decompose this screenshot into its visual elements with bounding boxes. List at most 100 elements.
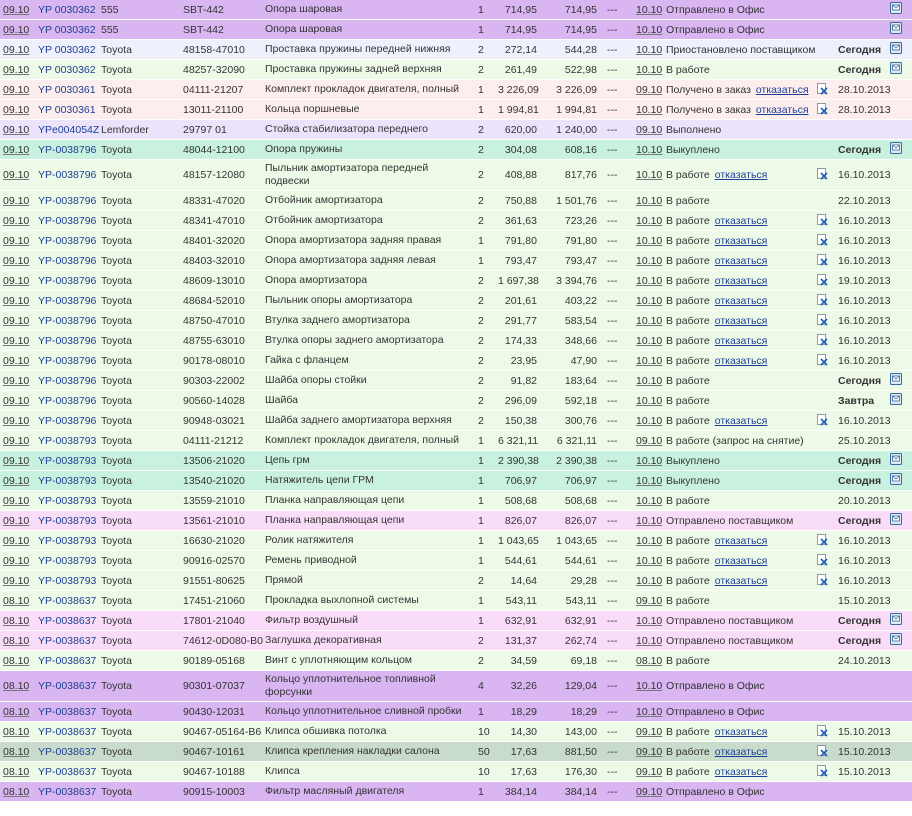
message-icon[interactable]	[890, 22, 902, 34]
message-icon[interactable]	[890, 453, 902, 465]
message-icon[interactable]	[890, 373, 902, 385]
status-date[interactable]: 10.10	[636, 254, 663, 267]
status-date[interactable]: 10.10	[636, 3, 663, 16]
message-icon[interactable]	[890, 42, 902, 54]
cancel-icon[interactable]	[816, 168, 828, 180]
cancel-link[interactable]: отказаться	[714, 254, 768, 267]
cancel-icon[interactable]	[816, 333, 828, 346]
order-date[interactable]: 09.10	[3, 83, 30, 96]
status-date[interactable]: 10.10	[636, 43, 663, 56]
cancel-icon[interactable]	[816, 213, 828, 226]
status-date[interactable]: 09.10	[636, 594, 663, 607]
cancel-link[interactable]: отказаться	[755, 103, 809, 116]
order-date[interactable]: 08.10	[3, 680, 30, 692]
cancel-link[interactable]: отказаться	[714, 745, 768, 758]
order-date[interactable]: 09.10	[3, 294, 30, 307]
cancel-icon[interactable]	[816, 102, 828, 115]
cancel-icon[interactable]	[816, 253, 828, 266]
status-date[interactable]: 10.10	[636, 614, 663, 627]
cancel-icon[interactable]	[816, 413, 828, 426]
status-date[interactable]: 10.10	[636, 63, 663, 76]
status-date[interactable]: 09.10	[636, 765, 663, 778]
cancel-icon[interactable]	[816, 573, 828, 586]
status-date[interactable]: 10.10	[636, 414, 663, 427]
order-date[interactable]: 08.10	[3, 594, 30, 607]
cancel-icon[interactable]	[816, 764, 828, 777]
message-icon[interactable]	[890, 613, 902, 625]
order-date[interactable]: 08.10	[3, 634, 30, 647]
order-date[interactable]: 09.10	[3, 454, 30, 467]
status-date[interactable]: 10.10	[636, 294, 663, 307]
message-icon[interactable]	[890, 142, 902, 154]
order-date[interactable]: 08.10	[3, 654, 30, 667]
order-date[interactable]: 09.10	[3, 143, 30, 156]
cancel-link[interactable]: отказаться	[714, 169, 768, 181]
order-date[interactable]: 09.10	[3, 474, 30, 487]
cancel-link[interactable]: отказаться	[755, 83, 809, 96]
message-icon[interactable]	[890, 473, 902, 485]
message-icon[interactable]	[890, 62, 902, 74]
order-date[interactable]: 09.10	[3, 123, 30, 136]
cancel-link[interactable]: отказаться	[714, 274, 768, 287]
status-date[interactable]: 10.10	[636, 454, 663, 467]
order-date[interactable]: 09.10	[3, 414, 30, 427]
status-date[interactable]: 09.10	[636, 123, 663, 136]
order-date[interactable]: 08.10	[3, 745, 30, 758]
cancel-icon[interactable]	[816, 353, 828, 366]
cancel-link[interactable]: отказаться	[714, 234, 768, 247]
message-icon[interactable]	[890, 2, 902, 14]
status-date[interactable]: 10.10	[636, 354, 663, 367]
status-date[interactable]: 10.10	[636, 234, 663, 247]
order-date[interactable]: 09.10	[3, 434, 30, 447]
message-icon[interactable]	[890, 513, 902, 525]
status-date[interactable]: 09.10	[636, 83, 663, 96]
status-date[interactable]: 10.10	[636, 314, 663, 327]
status-date[interactable]: 10.10	[636, 23, 663, 36]
status-date[interactable]: 10.10	[636, 374, 663, 387]
cancel-icon[interactable]	[816, 744, 828, 757]
status-date[interactable]: 10.10	[636, 514, 663, 527]
status-date[interactable]: 10.10	[636, 634, 663, 647]
order-date[interactable]: 09.10	[3, 534, 30, 547]
status-date[interactable]: 10.10	[636, 394, 663, 407]
cancel-icon[interactable]	[816, 724, 828, 737]
status-date[interactable]: 10.10	[636, 574, 663, 587]
cancel-icon[interactable]	[816, 533, 828, 546]
order-date[interactable]: 09.10	[3, 234, 30, 247]
order-date[interactable]: 09.10	[3, 254, 30, 267]
cancel-link[interactable]: отказаться	[714, 574, 768, 587]
order-date[interactable]: 08.10	[3, 614, 30, 627]
status-date[interactable]: 10.10	[636, 194, 663, 207]
cancel-link[interactable]: отказаться	[714, 725, 768, 738]
status-date[interactable]: 09.10	[636, 434, 663, 447]
order-date[interactable]: 09.10	[3, 374, 30, 387]
order-date[interactable]: 09.10	[3, 334, 30, 347]
order-date[interactable]: 09.10	[3, 3, 30, 16]
order-date[interactable]: 09.10	[3, 43, 30, 56]
order-date[interactable]: 09.10	[3, 169, 30, 181]
order-date[interactable]: 09.10	[3, 103, 30, 116]
cancel-icon[interactable]	[816, 82, 828, 95]
order-date[interactable]: 09.10	[3, 194, 30, 207]
order-date[interactable]: 08.10	[3, 785, 30, 798]
message-icon[interactable]	[890, 633, 902, 645]
cancel-link[interactable]: отказаться	[714, 534, 768, 547]
cancel-icon[interactable]	[816, 553, 828, 566]
status-date[interactable]: 09.10	[636, 725, 663, 738]
cancel-link[interactable]: отказаться	[714, 294, 768, 307]
cancel-link[interactable]: отказаться	[714, 214, 768, 227]
message-icon[interactable]	[890, 393, 902, 405]
order-date[interactable]: 09.10	[3, 274, 30, 287]
status-date[interactable]: 10.10	[636, 494, 663, 507]
cancel-link[interactable]: отказаться	[714, 354, 768, 367]
cancel-link[interactable]: отказаться	[714, 314, 768, 327]
order-date[interactable]: 09.10	[3, 494, 30, 507]
order-date[interactable]: 09.10	[3, 514, 30, 527]
status-date[interactable]: 08.10	[636, 654, 663, 667]
order-date[interactable]: 08.10	[3, 705, 30, 718]
cancel-icon[interactable]	[816, 313, 828, 326]
cancel-link[interactable]: отказаться	[714, 334, 768, 347]
order-date[interactable]: 09.10	[3, 214, 30, 227]
status-date[interactable]: 09.10	[636, 785, 663, 798]
status-date[interactable]: 10.10	[636, 534, 663, 547]
